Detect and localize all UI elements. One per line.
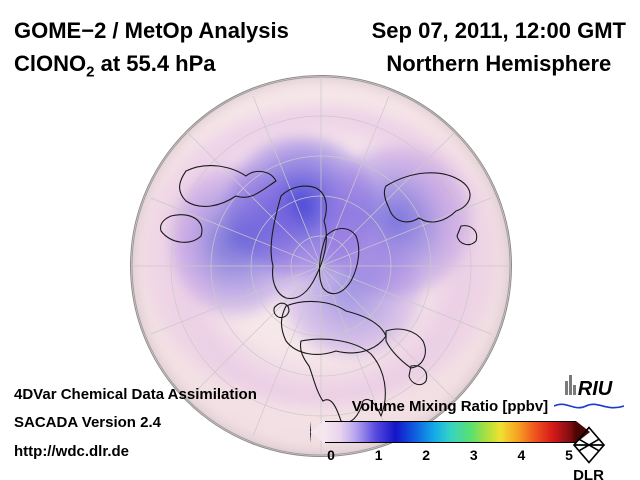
- dlr-logo-icon[interactable]: [564, 425, 614, 465]
- title-line1: GOME−2 / MetOp Analysis: [14, 14, 289, 47]
- riu-logo-text: RIU: [578, 378, 612, 401]
- riu-bars-icon: [565, 375, 576, 395]
- header-right-block: Sep 07, 2011, 12:00 GMT Northern Hemisph…: [372, 14, 626, 80]
- logo-block: RIU DLR: [551, 375, 626, 480]
- dlr-logo-text: DLR: [551, 467, 626, 480]
- footer-line1: 4DVar Chemical Data Assimilation: [14, 381, 257, 410]
- colorbar-gradient: [325, 421, 576, 443]
- riu-wave-icon: [554, 402, 624, 410]
- footer-line3: http://wdc.dlr.de: [14, 438, 257, 467]
- analysis-screenshot: GOME−2 / MetOp Analysis ClONO2 at 55.4 h…: [0, 0, 640, 480]
- riu-logo[interactable]: RIU: [551, 375, 626, 401]
- colorbar-ticks: 0 1 2 3 4 5: [324, 447, 576, 463]
- date-line: Sep 07, 2011, 12:00 GMT: [372, 14, 626, 47]
- footer-line2: SACADA Version 2.4: [14, 409, 257, 438]
- colorbar-gradient-row[interactable]: [310, 419, 590, 445]
- colorbar-arrow-low: [310, 421, 325, 443]
- footer-info-block: 4DVar Chemical Data Assimilation SACADA …: [14, 381, 257, 467]
- header-left-block: GOME−2 / MetOp Analysis ClONO2 at 55.4 h…: [14, 14, 289, 84]
